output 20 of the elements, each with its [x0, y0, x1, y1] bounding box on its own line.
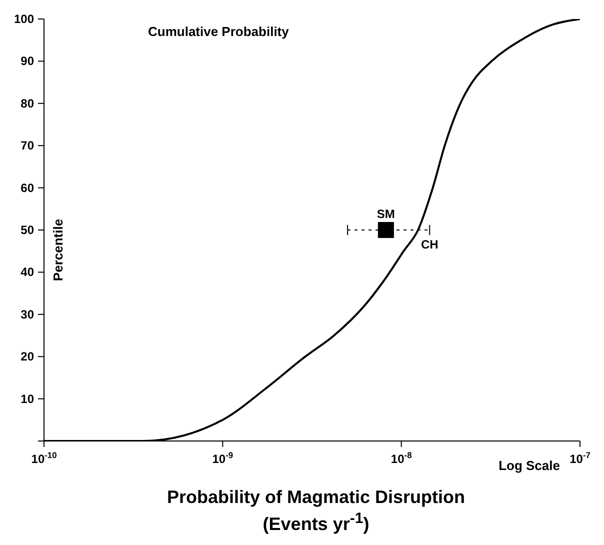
- text: Log Scale: [498, 458, 560, 473]
- x-tick-label: 10$^{-7}$: [570, 450, 591, 466]
- x-tick-label: 10$^{-9}$: [212, 450, 234, 466]
- y-tick-label: 80: [20, 96, 34, 110]
- y-tick-label: 10: [20, 392, 34, 406]
- annotation: CH: [420, 238, 438, 252]
- x-tick-label: 10$^{-8}$: [390, 450, 412, 466]
- x-axis-title: Probability of Magmatic Disruption (Events yr$^{-1}$): [166, 486, 466, 535]
- series-label: SM: [376, 207, 395, 221]
- y-tick-label: 30: [20, 307, 34, 322]
- y-tick-label: 50: [20, 223, 34, 237]
- y-tick-label: 60: [20, 180, 34, 195]
- y-tick-label: 40: [20, 265, 34, 280]
- y-tick-label: 20: [20, 350, 34, 364]
- x-tick-label: 10$^{-10}$: [31, 450, 58, 466]
- y-axis-title: Percentile: [50, 218, 66, 282]
- y-tick-label: 70: [20, 138, 34, 153]
- y-tick-label: 90: [20, 54, 34, 68]
- chart-title: Cumulative Probability: [148, 24, 289, 39]
- y-tick-label: 100: [14, 12, 34, 26]
